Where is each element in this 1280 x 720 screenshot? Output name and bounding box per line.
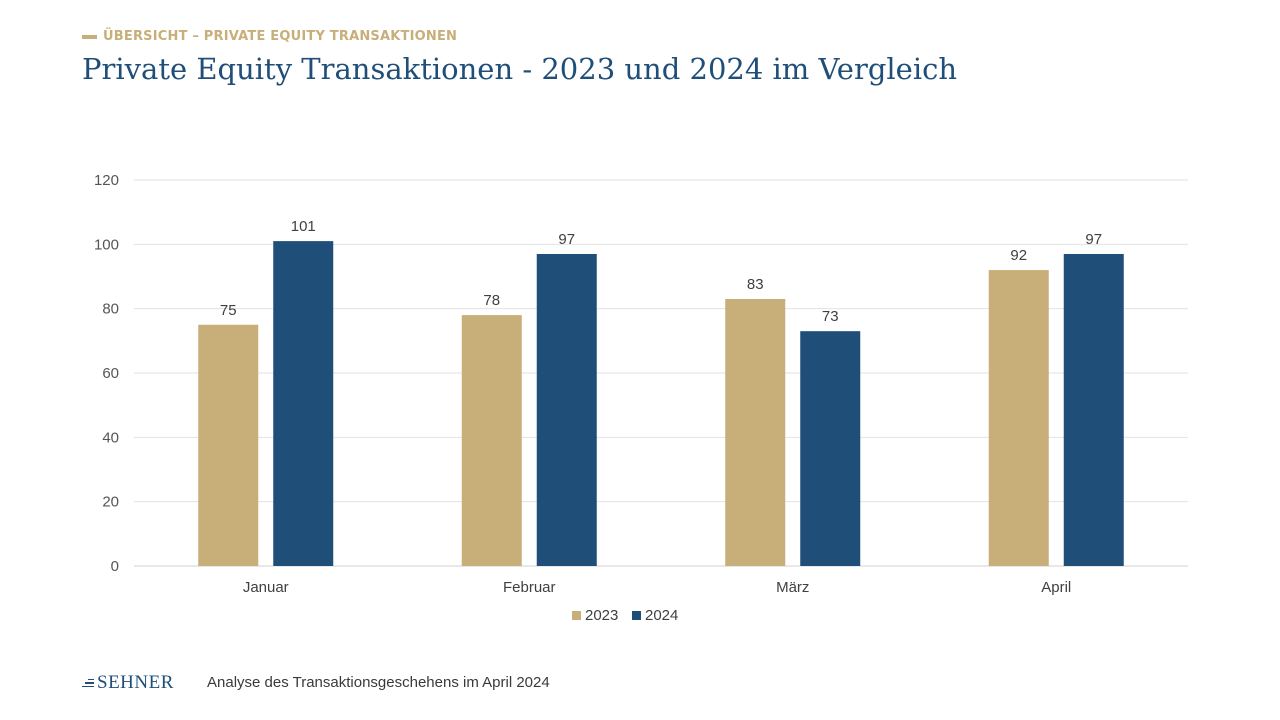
kicker-bar bbox=[82, 34, 97, 39]
bar-2023 bbox=[461, 315, 522, 566]
kicker-text: ÜBERSICHT – PRIVATE EQUITY TRANSAKTIONEN bbox=[103, 29, 458, 44]
bar-2023 bbox=[725, 299, 786, 566]
x-tick-label: April bbox=[1041, 579, 1071, 596]
y-tick-label: 20 bbox=[102, 494, 119, 511]
data-label: 73 bbox=[822, 308, 839, 325]
x-tick-label: März bbox=[776, 579, 809, 596]
page-title: Private Equity Transaktionen - 2023 und … bbox=[82, 52, 958, 86]
bar-2024 bbox=[536, 253, 597, 566]
legend-swatch bbox=[632, 611, 641, 620]
y-tick-label: 40 bbox=[102, 429, 119, 446]
bar-2023 bbox=[198, 324, 259, 566]
y-tick-label: 60 bbox=[102, 365, 119, 382]
bar-2024 bbox=[1063, 253, 1124, 566]
legend-label: 2024 bbox=[645, 607, 678, 624]
kicker: ÜBERSICHT – PRIVATE EQUITY TRANSAKTIONEN bbox=[82, 29, 457, 44]
bar-2024 bbox=[800, 331, 861, 566]
data-label: 101 bbox=[291, 218, 316, 235]
data-label: 75 bbox=[220, 302, 237, 319]
data-label: 78 bbox=[483, 292, 500, 309]
logo-text: SEHNER bbox=[97, 672, 174, 693]
data-label: 92 bbox=[1010, 247, 1027, 264]
y-tick-label: 120 bbox=[94, 172, 119, 189]
data-label: 83 bbox=[747, 276, 764, 293]
legend-swatch bbox=[572, 611, 581, 620]
y-tick-label: 80 bbox=[102, 301, 119, 318]
footer-text: Analyse des Transaktionsgeschehens im Ap… bbox=[207, 674, 550, 691]
data-label: 97 bbox=[1085, 231, 1102, 248]
data-label: 97 bbox=[558, 231, 575, 248]
y-tick-label: 0 bbox=[111, 558, 119, 575]
x-tick-label: Januar bbox=[243, 579, 289, 596]
legend-label: 2023 bbox=[585, 607, 618, 624]
bar-2023 bbox=[988, 270, 1049, 566]
y-tick-label: 100 bbox=[94, 236, 119, 253]
logo-lines-icon bbox=[82, 678, 94, 688]
x-tick-label: Februar bbox=[503, 579, 556, 596]
bar-2024 bbox=[273, 241, 334, 566]
company-logo: SEHNER bbox=[82, 672, 174, 694]
